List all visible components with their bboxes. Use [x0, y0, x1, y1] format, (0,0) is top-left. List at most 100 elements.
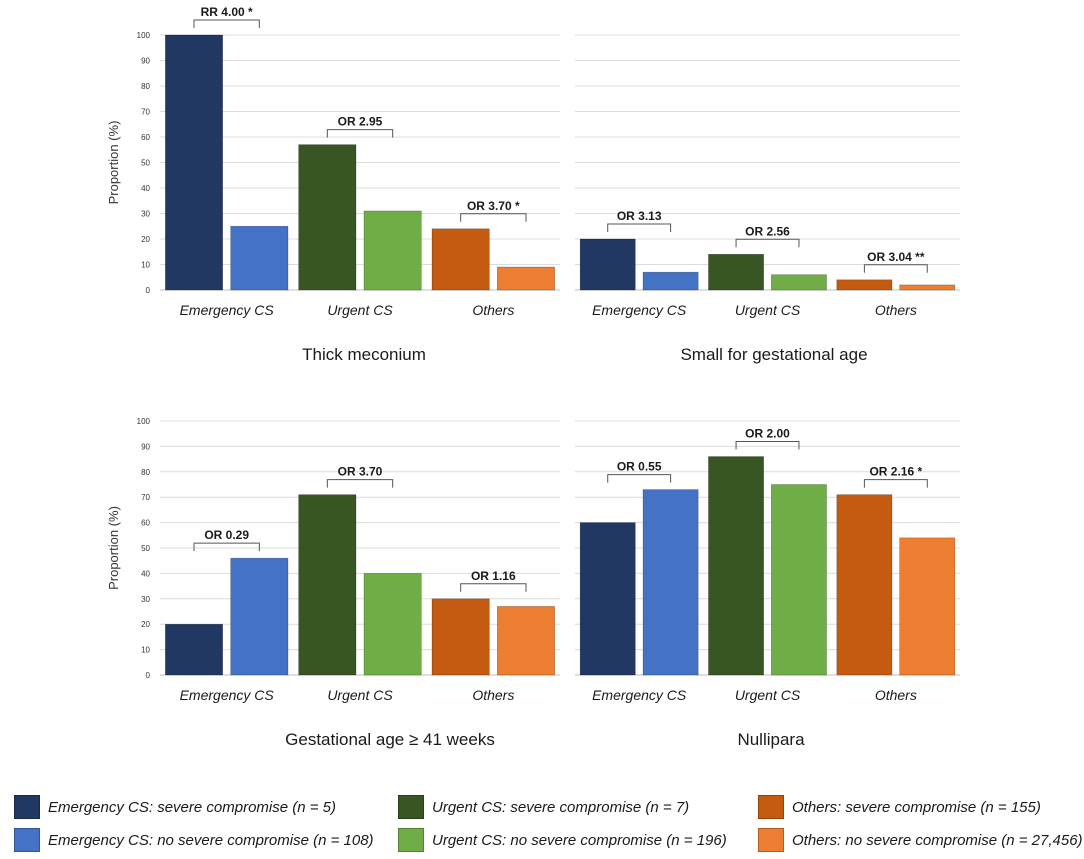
panel-title: Gestational age ≥ 41 weeks [285, 730, 495, 749]
annotation-label: OR 2.00 [745, 427, 790, 441]
y-tick-label: 90 [141, 57, 150, 66]
legend-item-others-severe: Others: severe compromise (n = 155) [758, 792, 1041, 822]
y-tick-label: 80 [141, 82, 150, 91]
legend-swatch [14, 828, 40, 852]
legend-item-urgent-severe: Urgent CS: severe compromise (n = 7) [398, 792, 689, 822]
legend-swatch [758, 795, 784, 819]
legend-item-emergency-no-severe: Emergency CS: no severe compromise (n = … [14, 825, 374, 855]
annotation-bracket [460, 583, 527, 592]
bar [363, 573, 422, 676]
annotation-bracket [460, 213, 527, 222]
panel-title: Small for gestational age [680, 345, 867, 364]
y-tick-label: 40 [141, 184, 150, 193]
legend-label: Emergency CS: severe compromise (n = 5) [48, 798, 337, 816]
y-tick-label: 10 [141, 261, 150, 270]
y-tick-label: 40 [141, 569, 150, 578]
category-label: Others [472, 687, 514, 703]
annotation-bracket [863, 264, 928, 273]
annotation-label: OR 2.16 * [869, 465, 922, 479]
legend-label: Urgent CS: severe compromise (n = 7) [432, 798, 690, 816]
y-tick-label: 100 [137, 417, 151, 426]
legend-swatch [14, 795, 40, 819]
bar [579, 238, 636, 291]
y-axis-label: Proportion (%) [106, 506, 121, 590]
annotation-bracket [735, 238, 800, 248]
annotation-bracket [193, 19, 260, 28]
y-tick-label: 10 [141, 646, 150, 655]
category-label: Others [472, 302, 514, 318]
annotation-label: RR 4.00 * [201, 5, 253, 19]
y-tick-label: 20 [141, 235, 150, 244]
legend-label: Urgent CS: no severe compromise (n = 196… [432, 831, 727, 849]
panel-title: Nullipara [737, 730, 805, 749]
bar [298, 494, 357, 676]
bar [165, 623, 223, 676]
legend-item-urgent-no-severe: Urgent CS: no severe compromise (n = 196… [398, 825, 727, 855]
bar [497, 606, 555, 676]
bar [899, 537, 956, 676]
category-label: Emergency CS [180, 687, 275, 703]
y-tick-label: 0 [146, 286, 151, 295]
legend-swatch [758, 828, 784, 852]
annotation-bracket [607, 223, 672, 232]
legend: Emergency CS: severe compromise (n = 5) … [0, 780, 1084, 855]
category-label: Emergency CS [180, 302, 275, 318]
bar [771, 274, 827, 291]
bar [230, 557, 289, 676]
y-tick-label: 70 [141, 108, 150, 117]
y-tick-label: 60 [141, 519, 150, 528]
annotation-label: OR 1.16 [471, 569, 516, 583]
annotation-label: OR 3.70 [338, 465, 383, 479]
category-label: Urgent CS [327, 302, 393, 318]
legend-item-emergency-severe: Emergency CS: severe compromise (n = 5) [14, 792, 336, 822]
y-tick-label: 50 [141, 159, 150, 168]
y-tick-label: 0 [146, 671, 151, 680]
panel-title: Thick meconium [302, 345, 426, 364]
bar [497, 266, 555, 291]
annotation-bracket [863, 479, 928, 488]
category-label: Urgent CS [735, 687, 801, 703]
bar [579, 522, 636, 676]
legend-label: Others: severe compromise (n = 155) [792, 798, 1041, 816]
annotation-label: OR 3.04 ** [867, 250, 925, 264]
category-label: Emergency CS [592, 302, 687, 318]
legend-label: Others: no severe compromise (n = 27,456… [792, 831, 1083, 849]
annotation-bracket [607, 474, 672, 483]
bar [836, 279, 893, 291]
annotation-bracket [326, 479, 394, 488]
legend-swatch [398, 795, 424, 819]
y-tick-label: 30 [141, 595, 150, 604]
bar [708, 456, 764, 676]
y-tick-label: 90 [141, 442, 150, 451]
bar [771, 484, 827, 676]
category-label: Urgent CS [735, 302, 801, 318]
bar [431, 598, 490, 676]
y-tick-label: 50 [141, 544, 150, 553]
bar [230, 225, 289, 291]
y-tick-label: 100 [137, 31, 151, 40]
legend-label: Emergency CS: no severe compromise (n = … [48, 831, 374, 849]
annotation-bracket [735, 441, 800, 450]
bar [708, 254, 764, 291]
y-tick-label: 30 [141, 210, 150, 219]
bar [642, 489, 699, 676]
annotation-label: OR 3.70 * [467, 199, 520, 213]
y-tick-label: 80 [141, 468, 150, 477]
category-label: Urgent CS [327, 687, 393, 703]
annotation-bracket [326, 129, 394, 138]
bar [165, 34, 223, 291]
bar [836, 494, 893, 676]
bar [642, 271, 699, 291]
bar [899, 284, 956, 291]
legend-item-others-no-severe: Others: no severe compromise (n = 27,456… [758, 825, 1083, 855]
y-tick-label: 60 [141, 133, 150, 142]
y-tick-label: 20 [141, 620, 150, 629]
annotation-label: OR 2.56 [745, 224, 790, 238]
bar [431, 228, 490, 291]
bar [298, 144, 357, 291]
annotation-label: OR 2.95 [338, 115, 383, 129]
category-label: Emergency CS [592, 687, 687, 703]
category-label: Others [875, 687, 917, 703]
legend-swatch [398, 828, 424, 852]
